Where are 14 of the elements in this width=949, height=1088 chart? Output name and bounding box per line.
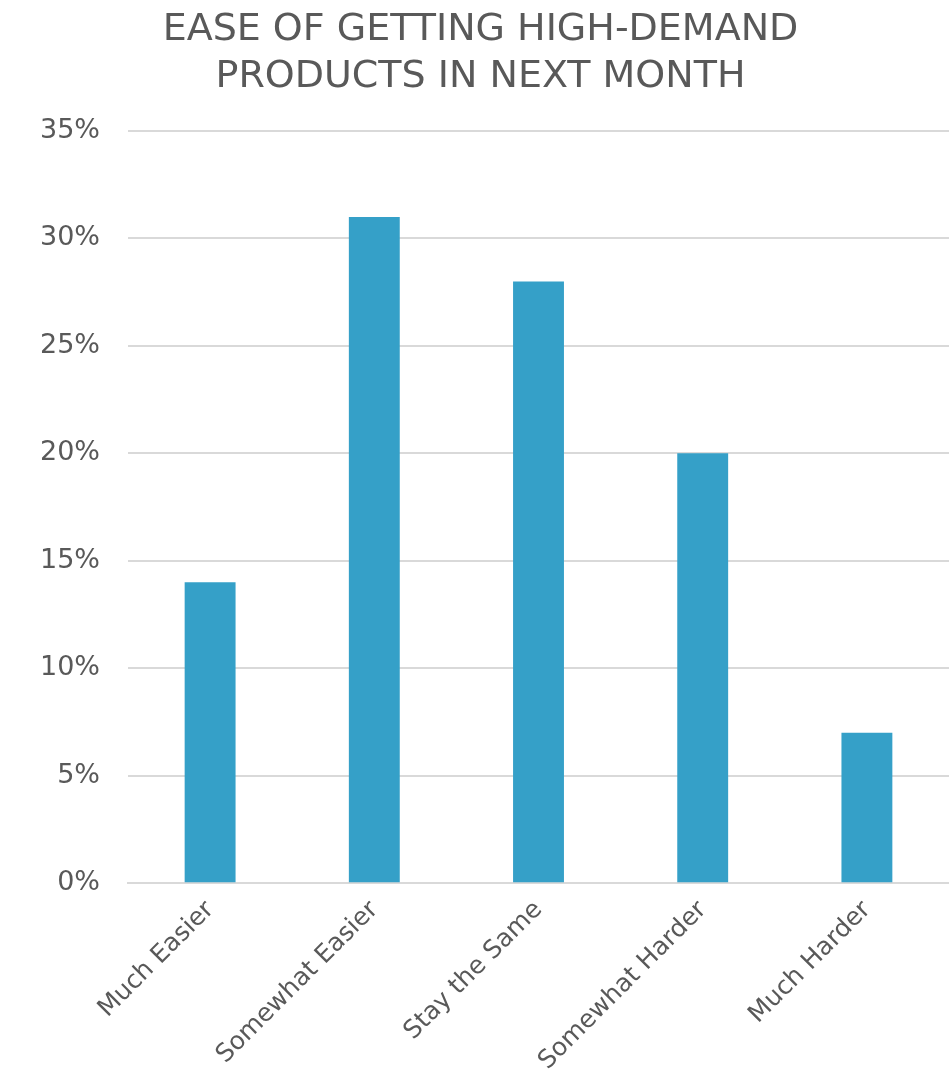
- y-tick-label: 10%: [40, 650, 101, 682]
- y-tick-label: 35%: [40, 113, 101, 145]
- y-tick-label: 15%: [40, 542, 101, 574]
- bar: [841, 732, 893, 883]
- bar: [348, 216, 400, 883]
- bar: [184, 582, 236, 883]
- y-tick-label: 25%: [40, 327, 101, 359]
- y-tick-label: 0%: [57, 865, 101, 897]
- chart-title: EASE OF GETTING HIGH-DEMAND PRODUCTS IN NEXT MONTH: [162, 4, 799, 97]
- y-tick-label: 5%: [57, 757, 101, 789]
- y-tick-label: 20%: [40, 435, 101, 467]
- y-tick-label: 30%: [40, 220, 101, 252]
- bar: [513, 281, 564, 883]
- bar: [677, 453, 729, 883]
